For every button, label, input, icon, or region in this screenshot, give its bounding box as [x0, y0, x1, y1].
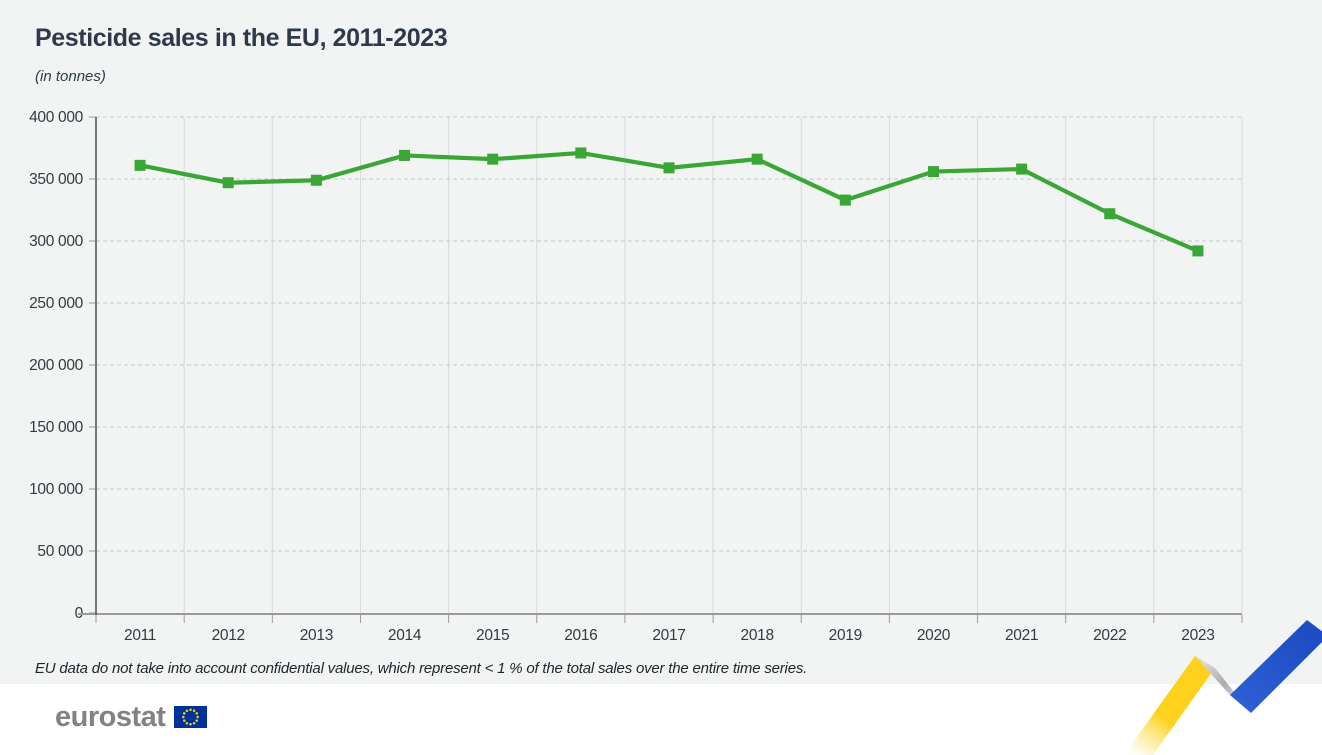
- y-axis-label: 150 000: [29, 419, 84, 436]
- x-axis-label: 2017: [652, 627, 685, 644]
- data-point: [134, 159, 146, 171]
- data-point: [1104, 208, 1116, 220]
- data-point: [927, 166, 939, 178]
- data-point: [310, 174, 322, 186]
- zigzag-ribbon-graphic: [1123, 620, 1322, 755]
- flag-star: [186, 721, 189, 725]
- ribbon-blue-band: [1230, 620, 1322, 713]
- flag-star: [193, 721, 196, 725]
- x-axis-label: 2013: [300, 627, 333, 644]
- data-point: [663, 162, 675, 174]
- x-axis-label: 2011: [124, 627, 156, 644]
- chart-unit-subtitle: (in tonnes): [35, 68, 106, 85]
- x-axis-label: 2016: [564, 627, 597, 644]
- x-axis-label: 2021: [1005, 627, 1038, 644]
- x-axis-label: 2018: [741, 627, 774, 644]
- flag-star: [183, 719, 186, 722]
- x-axis-label: 2014: [388, 627, 422, 644]
- data-point: [399, 149, 411, 161]
- eu-flag-icon: [174, 706, 208, 728]
- data-point: [839, 194, 851, 206]
- x-axis-label: 2019: [829, 627, 862, 644]
- y-axis-label: 200 000: [29, 357, 84, 374]
- ribbon-yellow-band: [1123, 656, 1215, 755]
- x-axis-label: 2023: [1181, 627, 1214, 644]
- y-axis-label: 350 000: [29, 171, 84, 188]
- x-axis-label: 2015: [476, 627, 509, 644]
- page-title: Pesticide sales in the EU, 2011-2023: [35, 24, 448, 52]
- flag-star: [196, 715, 200, 719]
- y-axis-label: 250 000: [29, 295, 84, 312]
- data-point: [487, 153, 499, 165]
- y-axis-label: 300 000: [29, 233, 84, 250]
- flag-star: [182, 715, 185, 719]
- data-point: [1192, 245, 1204, 257]
- data-point: [751, 153, 763, 165]
- data-point: [575, 147, 587, 159]
- flag-star: [193, 709, 196, 713]
- flag-star: [183, 712, 186, 715]
- x-axis-label: 2020: [917, 627, 951, 644]
- chart-footnote: EU data do not take into account confide…: [35, 660, 808, 677]
- y-axis-label: 100 000: [29, 481, 84, 498]
- data-point: [222, 177, 234, 189]
- y-axis-label: 400 000: [29, 109, 84, 126]
- flag-star: [189, 708, 193, 712]
- eurostat-logo-text: eurostat: [55, 700, 166, 733]
- x-axis-label: 2022: [1093, 627, 1126, 644]
- data-point: [1016, 163, 1028, 175]
- flag-star: [195, 712, 199, 715]
- y-axis-label: 50 000: [37, 543, 83, 560]
- flag-star: [195, 719, 199, 722]
- x-axis-label: 2012: [212, 627, 245, 644]
- flag-star: [189, 722, 193, 726]
- footer: [0, 684, 1322, 755]
- flag-star: [186, 709, 189, 713]
- eurostat-logo: eurostat: [55, 700, 208, 733]
